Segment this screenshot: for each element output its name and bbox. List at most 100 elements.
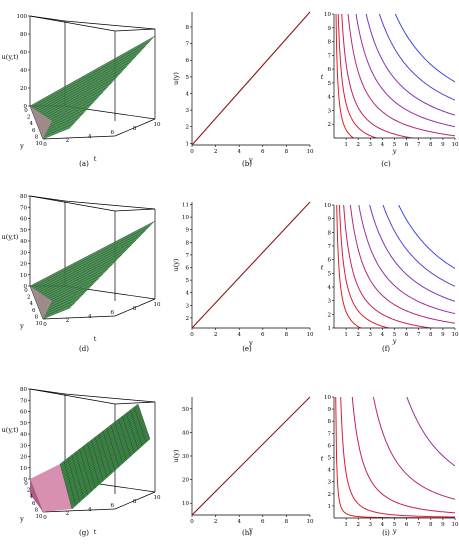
contour-line <box>351 397 455 514</box>
mesh-line <box>68 428 147 496</box>
z-tick-label: 40 <box>20 68 27 74</box>
box-edge <box>114 118 156 137</box>
x-tick-label: 6 <box>261 149 265 155</box>
line-chart-e: 0 2 4 6 8 10 2 3 4 5 6 7 8 9 10 11 y u(y) <box>172 201 314 347</box>
x-tick-label: 8 <box>133 306 137 312</box>
mesh-line <box>41 117 80 136</box>
mesh-line <box>126 412 139 450</box>
x-tick-label: 2 <box>214 332 218 338</box>
y-tick-label: 10 <box>36 514 43 520</box>
z-tick-label: 0 <box>24 104 28 110</box>
x-tick-label: 8 <box>429 522 433 528</box>
x-axis-label: y <box>248 156 253 164</box>
box-edge <box>42 508 116 513</box>
mesh-line <box>30 225 151 288</box>
surface-shade <box>30 106 52 139</box>
y-axis-label: y <box>19 142 24 150</box>
z-tick-label: 20 <box>20 455 27 461</box>
x-tick-label: 6 <box>261 332 265 338</box>
y-tick-label: 3 <box>328 108 332 114</box>
contour-line <box>365 14 455 116</box>
x-tick-label: 4 <box>88 507 92 513</box>
panel-caption: (e) <box>242 345 252 353</box>
data-line <box>191 11 311 146</box>
y-axis-label: t <box>321 73 324 81</box>
mesh-line <box>71 437 150 507</box>
x-tick-label: 4 <box>88 314 92 320</box>
x-tick-label: 8 <box>429 332 433 338</box>
y-tick-label: 6 <box>328 67 332 73</box>
y-tick-label: 6 <box>328 258 332 264</box>
box-edge <box>114 28 156 32</box>
x-tick-label: 2 <box>356 142 360 148</box>
z-tick-label: 30 <box>20 250 27 256</box>
x-tick-label: 8 <box>285 149 289 155</box>
x-tick-label: 2 <box>214 149 218 155</box>
x-tick-label: 0 <box>43 322 47 328</box>
mesh-line <box>42 303 75 318</box>
z-tick-label: 70 <box>20 398 27 404</box>
y-tick-label: 3 <box>328 299 332 305</box>
y-tick-label: 10 <box>182 215 189 221</box>
mesh-line <box>71 438 151 510</box>
mesh-line <box>66 423 145 489</box>
z-tick-label: 100 <box>17 14 28 20</box>
x-tick-label: 8 <box>133 499 137 505</box>
mesh-line <box>42 122 75 138</box>
y-tick-label: 10 <box>324 395 331 401</box>
x-tick-label: 9 <box>441 332 445 338</box>
mesh-line <box>29 35 156 107</box>
box-edge <box>114 491 156 510</box>
surface-side-face <box>30 479 43 512</box>
mesh-line <box>32 240 137 294</box>
x-tick-label: 10 <box>307 519 314 525</box>
y-tick-label: 2 <box>328 492 332 498</box>
mesh-line <box>32 51 141 112</box>
y-tick-label: 9 <box>328 407 332 413</box>
y-tick-label: 4 <box>328 95 332 101</box>
y-tick-label: 7 <box>186 42 190 48</box>
mesh-line <box>70 435 149 505</box>
y-tick-label: 7 <box>328 244 332 250</box>
contour-line <box>406 397 455 467</box>
y-tick-label: 6 <box>186 266 190 272</box>
contour-line <box>349 205 455 324</box>
y-axis-label: u(y) <box>172 72 180 85</box>
x-tick-label: 6 <box>261 519 265 525</box>
mesh-line <box>114 421 127 461</box>
x-tick-label: 7 <box>417 522 421 528</box>
contour-chart-i: 1 2 3 4 5 6 7 8 9 10 1 2 3 4 5 6 7 8 9 10 y t <box>321 34 459 535</box>
contour-line <box>335 34 455 278</box>
panel-caption: (d) <box>79 345 89 353</box>
y-tick-label: 8 <box>328 40 332 46</box>
mesh-line <box>31 230 146 290</box>
y-tick-label: 5 <box>186 278 190 284</box>
x-tick-label: 10 <box>154 495 161 501</box>
x-tick-label: 2 <box>66 138 70 144</box>
panel-caption: (a) <box>79 160 89 168</box>
x-tick-label: 8 <box>285 519 289 525</box>
y-tick-label: 4 <box>328 468 332 474</box>
x-tick-label: 8 <box>133 126 137 132</box>
mesh-line <box>110 424 123 464</box>
contour-line <box>355 14 455 128</box>
x-tick-label: 8 <box>285 332 289 338</box>
y-tick-label: 7 <box>186 253 190 259</box>
mesh-line <box>32 235 141 292</box>
contour-line <box>347 14 455 137</box>
x-tick-label: 2 <box>66 318 70 324</box>
x-tick-label: 0 <box>190 332 194 338</box>
y-tick-label: 5 <box>328 81 332 87</box>
z-tick-label: 60 <box>20 50 27 56</box>
x-tick-label: 5 <box>393 142 397 148</box>
mesh-line <box>33 61 132 116</box>
y-tick-label: 10 <box>36 321 43 327</box>
x-tick-label: 8 <box>429 142 433 148</box>
y-axis-label: u(y) <box>172 449 180 462</box>
mesh-line <box>67 426 146 494</box>
x-tick-label: 9 <box>441 522 445 528</box>
x-tick-label: 10 <box>307 149 314 155</box>
x-tick-label: 6 <box>405 522 409 528</box>
z-tick-label: 80 <box>20 387 27 393</box>
